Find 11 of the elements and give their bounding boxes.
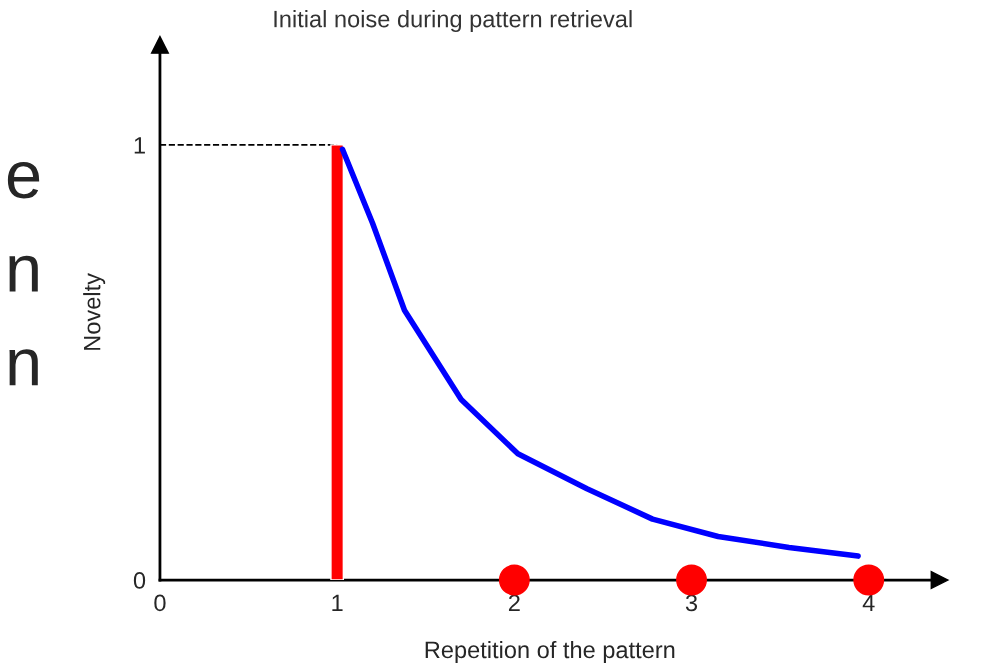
y-axis-title: Novelty	[83, 273, 106, 350]
text: n	[9, 349, 38, 386]
text: e	[7, 161, 40, 199]
x-tick-label: 4	[862, 594, 875, 612]
x-axis-title: Repetition of the pattern	[425, 640, 675, 663]
x-tick-label: 0	[154, 594, 166, 612]
x-tick-label: 2	[508, 594, 520, 612]
x-tick-label: 1	[332, 594, 343, 612]
chart-title: Initial noise during pattern retrieval	[274, 10, 632, 33]
x-tick-label: 3	[685, 594, 698, 612]
text: n	[9, 255, 38, 292]
